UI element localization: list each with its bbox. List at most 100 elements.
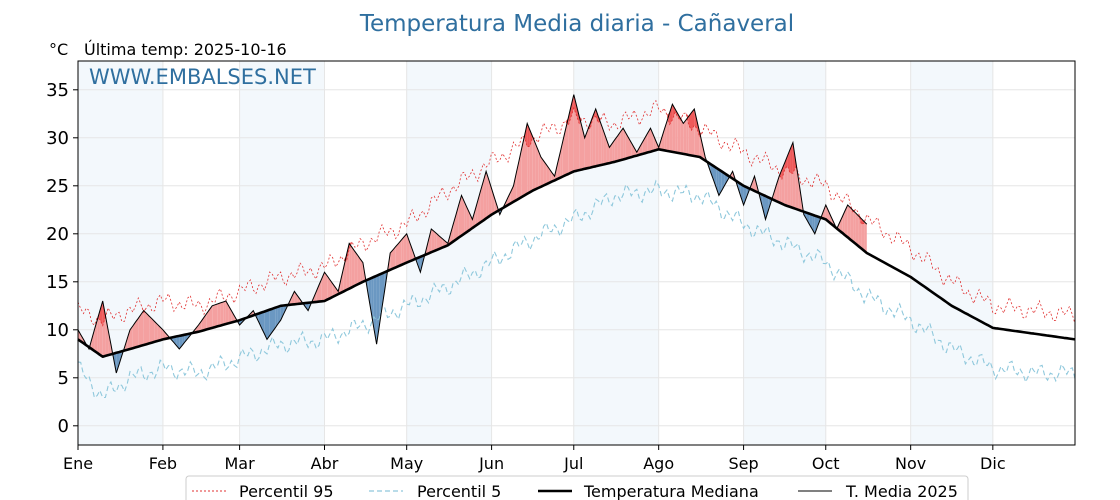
fill-above-median — [291, 291, 295, 305]
fill-below-median — [379, 273, 382, 326]
fill-below-median — [814, 215, 818, 234]
fill-above-median — [557, 152, 561, 180]
fill-above-p95 — [99, 301, 103, 326]
legend: Percentil 95 Percentil 5 Temperatura Med… — [185, 475, 969, 500]
fill-above-median — [138, 314, 141, 347]
fill-above-median — [78, 329, 81, 342]
fill-above-median — [617, 132, 621, 161]
fill-above-median — [105, 315, 109, 356]
fill-below-median — [280, 305, 284, 321]
fill-above-median — [464, 201, 467, 234]
fill-below-median — [173, 336, 177, 346]
fill-below-median — [382, 272, 385, 308]
fill-below-median — [765, 196, 769, 220]
fill-below-median — [373, 275, 377, 345]
fill-above-median — [595, 109, 599, 167]
fill-above-median — [842, 211, 845, 236]
fill-above-median — [401, 237, 404, 265]
fill-below-median — [272, 307, 276, 332]
fill-above-median — [683, 119, 687, 155]
fill-above-median — [844, 205, 848, 238]
fill-above-median — [853, 210, 856, 244]
fill-above-median — [858, 216, 862, 249]
legend-label-median: Temperatura Mediana — [583, 482, 759, 500]
fill-above-median — [343, 255, 347, 292]
fill-above-median — [209, 305, 213, 329]
fill-above-p95 — [688, 112, 692, 131]
fill-above-median — [409, 241, 413, 262]
x-tick-label-Mar: Mar — [225, 454, 256, 473]
fill-above-median — [160, 327, 163, 341]
fill-above-median — [324, 272, 328, 301]
fill-above-median — [647, 128, 651, 153]
line-percentil-5 — [77, 179, 1076, 399]
fill-above-median — [532, 136, 536, 191]
fill-above-p95 — [105, 307, 109, 318]
fill-below-median — [721, 171, 725, 191]
fill-above-median — [340, 267, 344, 293]
fill-above-median — [603, 132, 607, 165]
fill-above-median — [823, 205, 826, 220]
line-temperatura-mediana — [77, 148, 1076, 358]
x-tick-label-Abr: Abr — [311, 454, 339, 473]
y-tick-label-10: 10 — [46, 320, 69, 341]
fill-above-median — [513, 173, 517, 202]
fill-below-median — [812, 214, 815, 234]
fill-above-median — [546, 164, 550, 185]
x-tick-label-Ene: Ene — [63, 454, 93, 473]
x-tick-label-Nov: Nov — [895, 454, 926, 473]
fill-above-median — [861, 218, 865, 251]
fill-above-median — [847, 205, 851, 240]
x-tick-label-Ago: Ago — [643, 454, 674, 473]
line-percentil-95 — [77, 99, 1076, 327]
fill-above-median — [195, 325, 199, 333]
fill-above-median — [217, 302, 221, 327]
fill-below-median — [724, 173, 728, 186]
fill-above-p95 — [790, 142, 793, 174]
fill-above-median — [212, 304, 215, 328]
fill-above-median — [475, 200, 478, 227]
y-tick-label-0: 0 — [58, 416, 69, 437]
y-tick-label-20: 20 — [46, 224, 69, 245]
fill-above-median — [390, 249, 393, 270]
x-tick-label-Oct: Oct — [812, 454, 840, 473]
fill-above-median — [97, 310, 100, 355]
fill-above-median — [143, 310, 147, 345]
fill-above-median — [436, 233, 440, 250]
x-tick-label-Sep: Sep — [729, 454, 759, 473]
fill-above-median — [351, 247, 355, 288]
fill-above-median — [327, 276, 330, 300]
fill-below-median — [275, 306, 278, 328]
fill-above-median — [403, 233, 407, 264]
fill-above-median — [839, 217, 843, 233]
fill-below-median — [184, 334, 188, 343]
fill-above-median — [108, 329, 111, 356]
fill-above-p95 — [781, 162, 785, 180]
fill-above-median — [297, 295, 300, 304]
y-tick-label-30: 30 — [46, 128, 69, 149]
fill-below-median — [376, 274, 380, 345]
fill-above-median — [508, 191, 511, 205]
fill-above-median — [529, 130, 533, 193]
fill-above-median — [316, 285, 319, 302]
fill-above-median — [225, 301, 229, 324]
fill-above-median — [584, 130, 588, 169]
fill-above-median — [645, 133, 648, 154]
unit-label: °C — [49, 40, 68, 59]
fill-above-p95 — [524, 123, 528, 147]
legend-label-current: T. Media 2025 — [845, 482, 958, 500]
last-update-label: Última temp: 2025-10-16 — [84, 40, 287, 59]
fill-above-median — [598, 116, 602, 166]
y-tick-label-5: 5 — [58, 368, 69, 389]
fill-above-median — [562, 129, 566, 177]
fill-above-median — [825, 205, 829, 222]
fill-below-median — [762, 194, 766, 220]
fill-above-median — [587, 123, 591, 169]
fill-above-median — [157, 324, 161, 341]
watermark: WWW.EMBALSES.NET — [89, 65, 316, 89]
fill-above-median — [592, 109, 596, 167]
y-axis-ticks: 0 5 10 15 20 25 30 35 — [46, 80, 78, 437]
fill-above-median — [154, 321, 158, 342]
fill-below-median — [740, 184, 744, 205]
fill-above-median — [149, 316, 152, 344]
